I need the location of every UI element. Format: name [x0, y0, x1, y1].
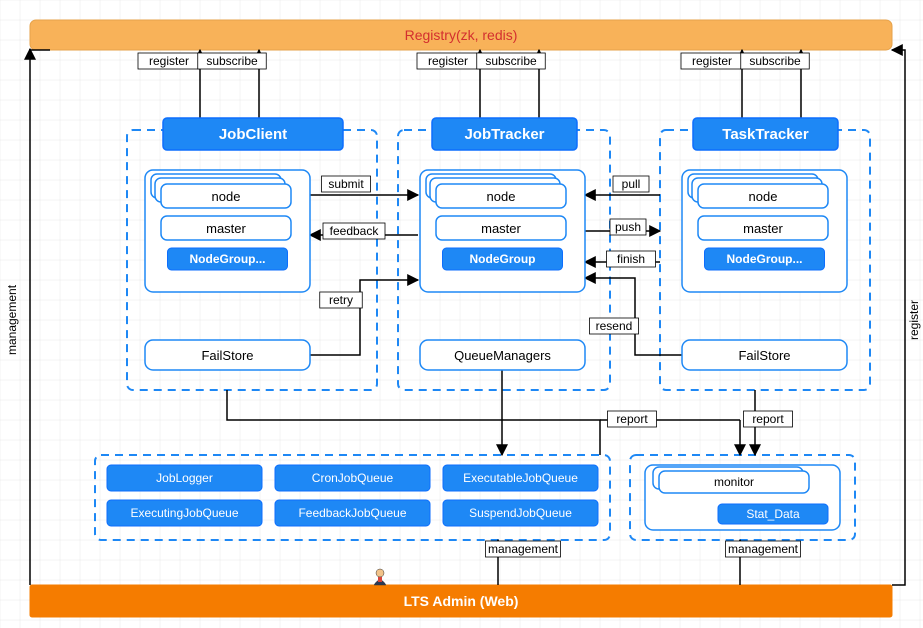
tt-failstore-label: FailStore: [738, 348, 790, 363]
q-susp-label: SuspendJobQueue: [469, 506, 572, 520]
master-label: master: [206, 221, 246, 236]
admin-user-icon: [374, 569, 386, 585]
l-mgmt1: management: [486, 541, 561, 557]
node-label: node: [212, 189, 241, 204]
l-mgmt1-text: management: [488, 542, 559, 556]
node-label: node: [749, 189, 778, 204]
l-push: push: [610, 219, 646, 235]
registry-label: Registry(zk, redis): [405, 27, 518, 43]
l-report2: report: [744, 411, 793, 427]
l-feedback: feedback: [323, 223, 385, 239]
arrow: [892, 50, 905, 585]
jc-failstore-label: FailStore: [201, 348, 253, 363]
stat-data-label: Stat_Data: [746, 507, 800, 521]
l-finish-text: finish: [617, 252, 645, 266]
node-label: node: [487, 189, 516, 204]
l-retry-text: retry: [329, 293, 353, 307]
jobclient-hdr-label: JobClient: [219, 126, 287, 143]
l-reg-right: register: [907, 300, 921, 340]
monitor-label: monitor: [714, 475, 754, 489]
l-submit: submit: [322, 176, 371, 192]
l-report2-text: report: [752, 412, 784, 426]
diagram-canvas: Registry(zk, redis)LTS Admin (Web)jobcli…: [0, 0, 923, 628]
arrow: [310, 280, 418, 355]
admin-label: LTS Admin (Web): [404, 593, 519, 609]
l-reg1: register: [138, 53, 200, 69]
q-fb-label: FeedbackJobQueue: [298, 506, 406, 520]
l-submit-text: submit: [328, 177, 364, 191]
nodegroup-badge-label: NodeGroup...: [727, 252, 803, 266]
l-feedback-text: feedback: [330, 224, 380, 238]
l-reg3: register: [681, 53, 743, 69]
l-sub3: subscribe: [741, 53, 810, 69]
l-mgmt2-text: management: [728, 542, 799, 556]
q-exec-label: ExecutingJobQueue: [130, 506, 238, 520]
tasktracker-hdr-label: TaskTracker: [722, 126, 809, 143]
l-pull: pull: [613, 176, 649, 192]
l-mgmt2: management: [726, 541, 801, 557]
l-resend: resend: [590, 318, 639, 334]
q-joblogger-label: JobLogger: [156, 471, 213, 485]
arrow: [585, 278, 682, 355]
l-reg2-text: register: [428, 54, 468, 68]
q-able-label: ExecutableJobQueue: [463, 471, 578, 485]
nodegroup-badge-label: NodeGroup...: [190, 252, 266, 266]
l-sub3-text: subscribe: [749, 54, 801, 68]
l-reg3-text: register: [692, 54, 732, 68]
l-reg-right-text: register: [907, 300, 921, 340]
master-label: master: [481, 221, 521, 236]
l-reg2: register: [417, 53, 479, 69]
nodegroup-badge-label: NodeGroup: [470, 252, 536, 266]
l-sub1: subscribe: [198, 53, 267, 69]
jt-qm-label: QueueManagers: [454, 348, 551, 363]
q-cron-label: CronJobQueue: [312, 471, 394, 485]
l-retry: retry: [320, 292, 363, 308]
l-sub2: subscribe: [477, 53, 546, 69]
l-pull-text: pull: [622, 177, 641, 191]
l-resend-text: resend: [596, 319, 633, 333]
grid: [0, 0, 923, 628]
l-report1: report: [608, 411, 657, 427]
l-report1-text: report: [616, 412, 648, 426]
l-sub2-text: subscribe: [485, 54, 537, 68]
l-reg1-text: register: [149, 54, 189, 68]
jobtracker-hdr-label: JobTracker: [464, 126, 544, 143]
l-mgmt-left-text: management: [5, 284, 19, 355]
l-sub1-text: subscribe: [206, 54, 258, 68]
l-finish: finish: [607, 251, 656, 267]
l-mgmt-left: management: [5, 284, 19, 355]
master-label: master: [743, 221, 783, 236]
l-push-text: push: [615, 220, 641, 234]
